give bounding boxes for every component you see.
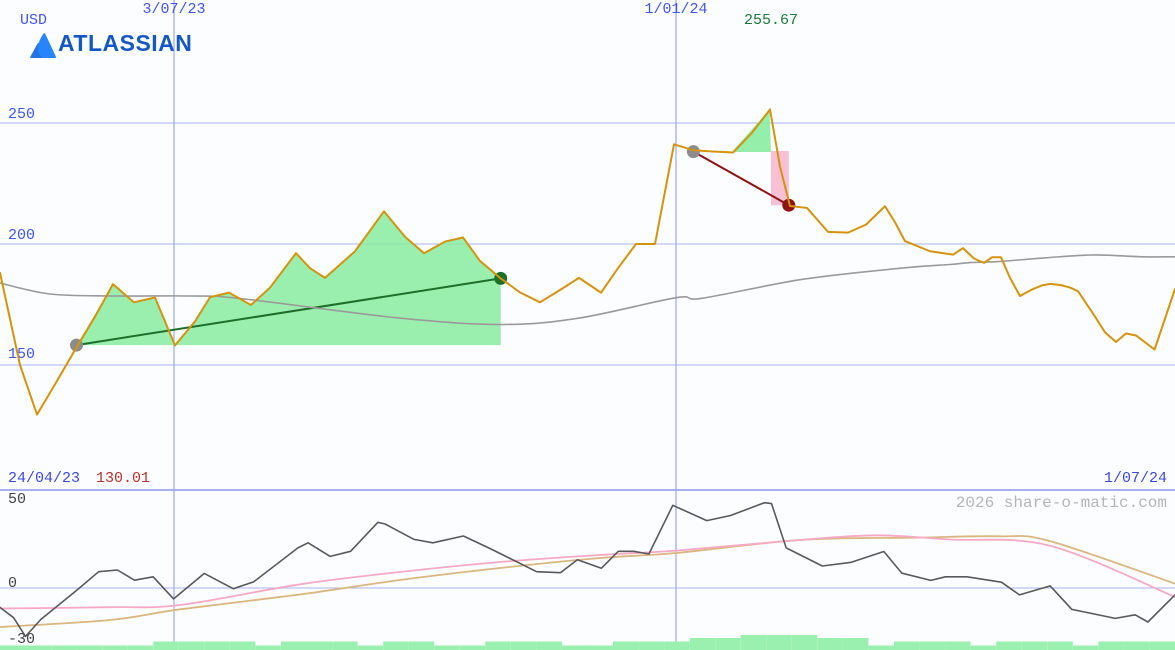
svg-text:255.67: 255.67 xyxy=(744,12,798,29)
svg-text:250: 250 xyxy=(8,106,35,123)
svg-text:0: 0 xyxy=(8,575,17,592)
svg-text:USD: USD xyxy=(20,12,47,29)
svg-text:130.01: 130.01 xyxy=(96,470,150,487)
svg-text:3/07/23: 3/07/23 xyxy=(142,1,205,18)
svg-text:150: 150 xyxy=(8,346,35,363)
svg-text:2026 share-o-matic.com: 2026 share-o-matic.com xyxy=(956,494,1167,512)
svg-text:1/07/24: 1/07/24 xyxy=(1104,470,1167,487)
svg-text:-30: -30 xyxy=(8,631,35,648)
svg-text:1/01/24: 1/01/24 xyxy=(644,1,707,18)
svg-text:ATLASSIAN: ATLASSIAN xyxy=(58,30,192,56)
svg-text:50: 50 xyxy=(8,491,26,508)
svg-text:24/04/23: 24/04/23 xyxy=(8,470,80,487)
svg-text:200: 200 xyxy=(8,227,35,244)
